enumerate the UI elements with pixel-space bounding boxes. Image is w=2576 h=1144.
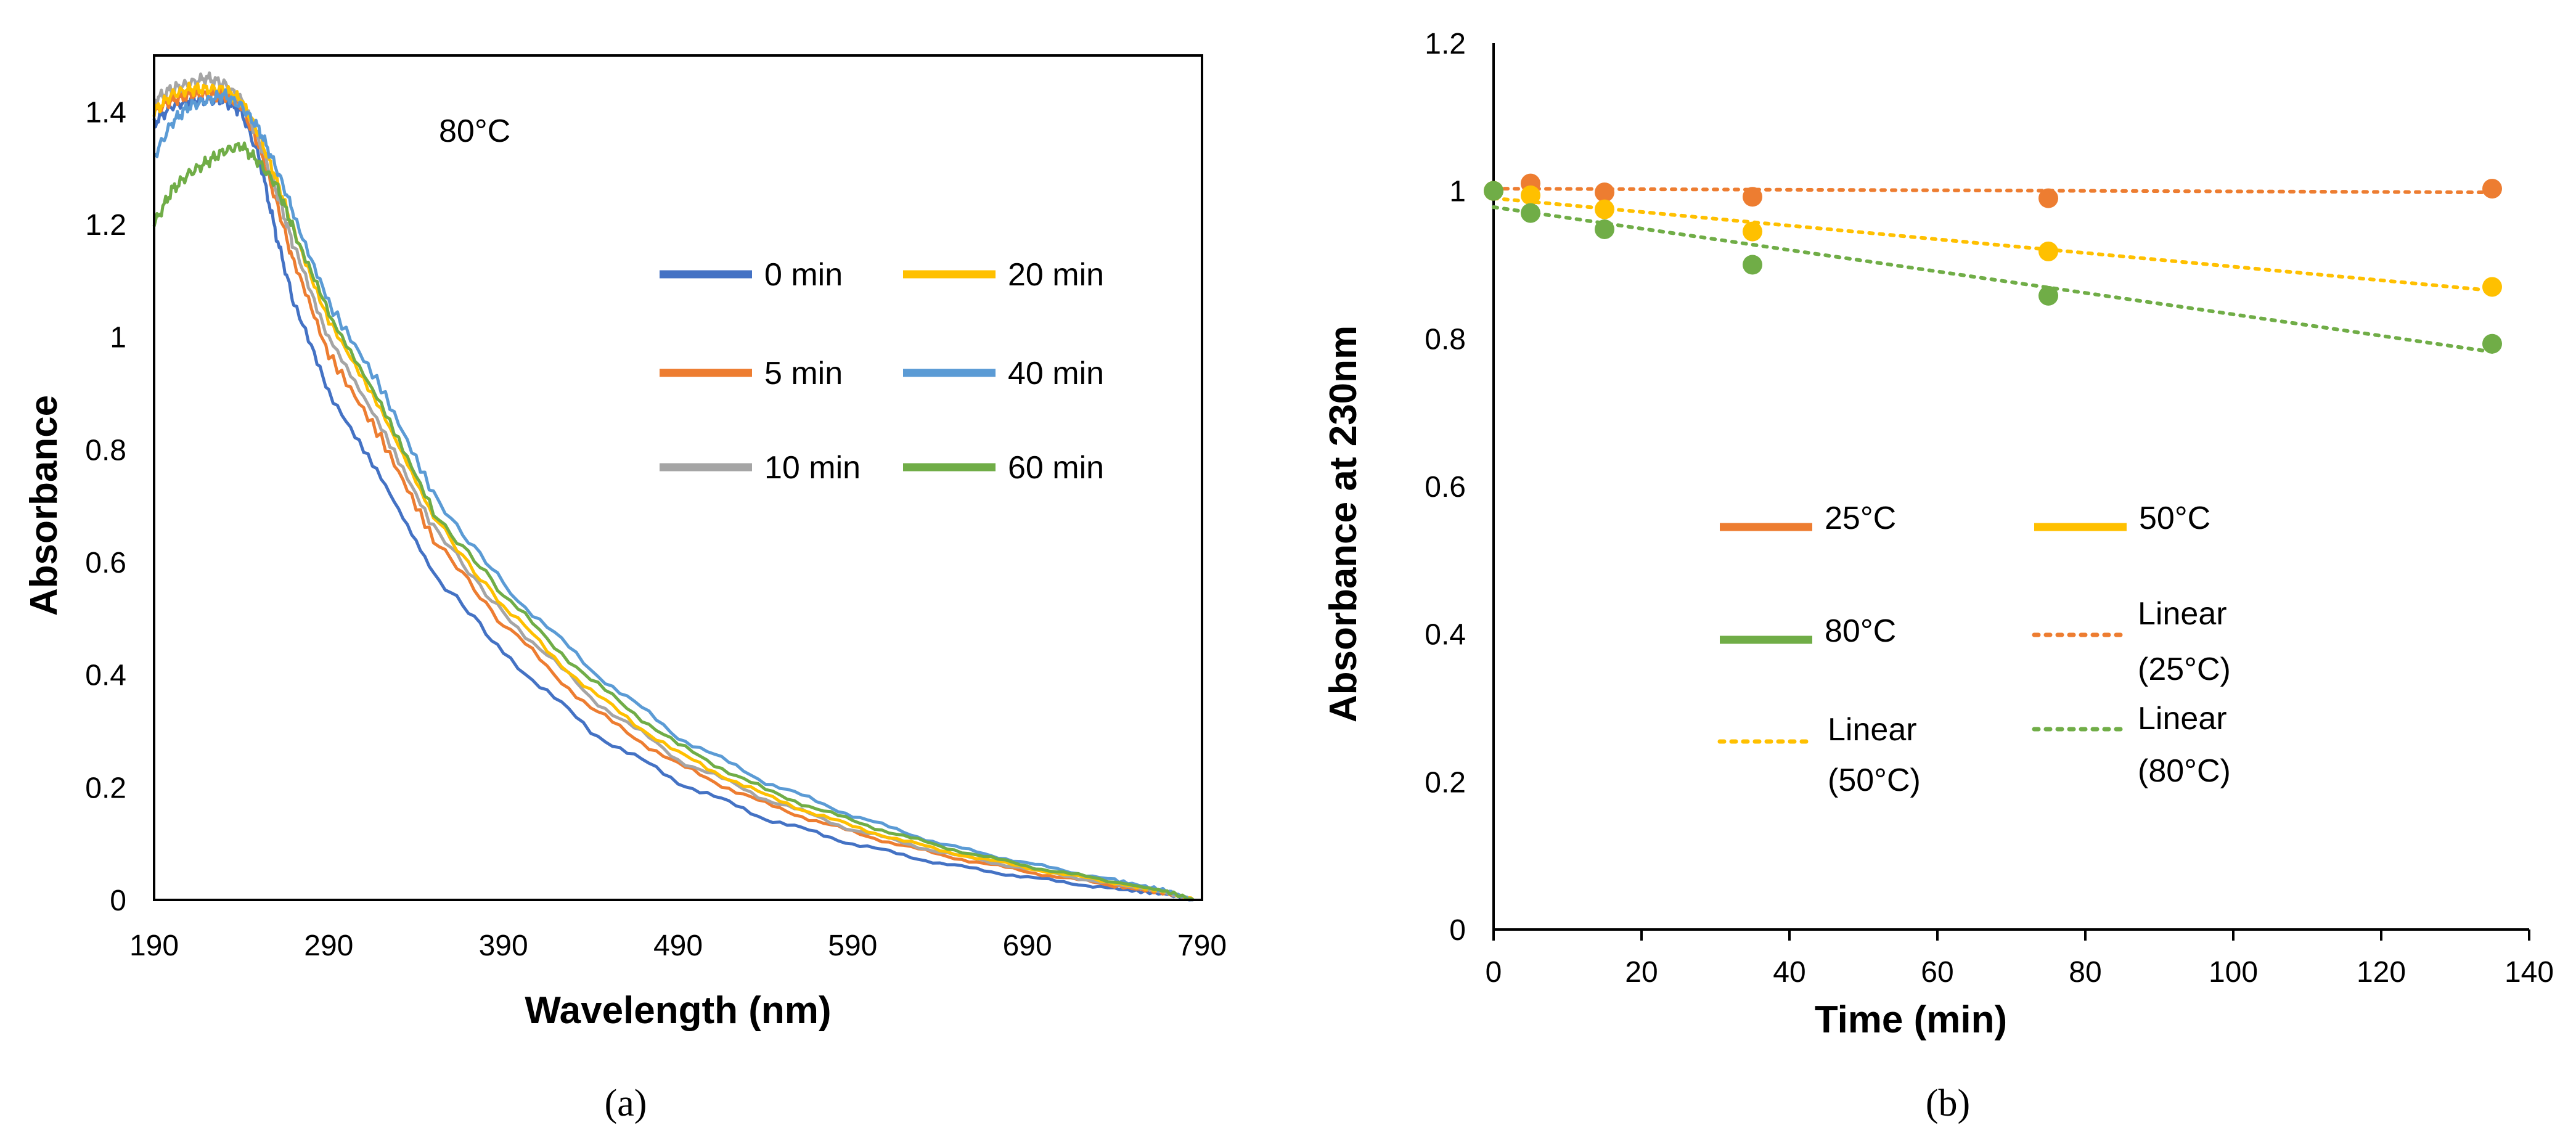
chart-a-series-group — [152, 71, 1195, 902]
chart-b-legend-label-linear-50-c: (50°C) — [1828, 762, 1921, 798]
chart-b-point-25-c — [1743, 187, 1762, 207]
chart-a-series-line-0-min — [152, 92, 1193, 902]
chart-a-y-tick-label: 0.4 — [85, 660, 126, 692]
chart-b-trendline-linear-80-c — [1492, 205, 2494, 354]
chart-b-y-tick-label: 0.8 — [1425, 323, 1466, 356]
chart-a-x-tick-label: 290 — [304, 930, 353, 962]
chart-b-x-tick-label: 140 — [2504, 956, 2554, 989]
chart-b-x-tick-label: 20 — [1625, 956, 1658, 989]
chart-b-y-tick-label: 0.4 — [1425, 619, 1466, 652]
chart-b-y-axis-title: Absorbance at 230nm — [1322, 325, 1365, 722]
chart-b-point-50-c — [2482, 277, 2502, 297]
chart-b-trendline-linear-50-c — [1492, 196, 2494, 293]
chart-b-point-25-c — [1595, 182, 1614, 203]
chart-b-point-80-c — [1743, 255, 1762, 275]
chart-a-series-line-10-min — [153, 71, 1193, 902]
chart-b-x-tick-marks — [1492, 930, 2530, 941]
chart-a-x-tick-label: 690 — [1003, 930, 1052, 962]
chart-b-y-tick-labels: 0 0.2 0.4 0.6 0.8 1 1.2 — [1425, 28, 1466, 947]
chart-a-y-tick-label: 1 — [110, 322, 126, 354]
chart-a-y-tick-labels: 0 0.2 0.4 0.6 0.8 1 1.2 1.4 — [85, 96, 126, 917]
chart-b-x-tick-label: 0 — [1486, 956, 1502, 989]
chart-b-trendlines — [1492, 187, 2494, 354]
chart-b-x-tick-label: 40 — [1773, 956, 1805, 989]
chart-b-point-80-c — [1595, 219, 1614, 239]
chart-a-y-tick-label: 0.8 — [85, 434, 126, 467]
chart-b-point-25-c — [2482, 179, 2502, 199]
chart-a-y-tick-label: 0.2 — [85, 772, 126, 804]
chart-a-plot-frame — [153, 54, 1203, 901]
chart-b-legend-label-linear-50-c: Linear — [1828, 712, 1917, 748]
chart-a-y-tick-label: 0.6 — [85, 547, 126, 579]
chart-b-y-tick-label: 0.6 — [1425, 471, 1466, 504]
chart-b-point-50-c — [2038, 241, 2058, 261]
chart-a-legend: 0 min 20 min 5 min 40 min 10 min 60 min — [660, 257, 1104, 486]
chart-b-x-tick-label: 80 — [2069, 956, 2101, 989]
chart-b-point-25-c — [2038, 188, 2058, 208]
chart-b-x-axis-title: Time (min) — [1815, 999, 2007, 1041]
chart-a-x-axis-title: Wavelength (nm) — [525, 989, 831, 1032]
panel-b-label: (b) — [1926, 1082, 1970, 1124]
chart-a-x-tick-label: 390 — [479, 930, 528, 962]
chart-b-x-tick-label: 100 — [2209, 956, 2258, 989]
chart-a-series-line-40-min — [152, 88, 1194, 902]
chart-a-x-tick-label: 790 — [1177, 930, 1227, 962]
chart-b: 0 0.2 0.4 0.6 0.8 1 1.2 0 20 40 60 80 100 120 140 Tim… — [1322, 28, 2554, 1041]
chart-b-point-50-c — [1595, 199, 1614, 219]
chart-b-trendline-linear-25-c — [1492, 187, 2494, 195]
chart-b-point-50-c — [1743, 221, 1762, 242]
chart-b-legend-label-linear-25-c: Linear — [2138, 596, 2227, 632]
chart-b-legend-label-25-c: 25°C — [1825, 501, 1896, 536]
chart-b-y-tick-label: 1 — [1449, 176, 1466, 208]
chart-a-legend-label-10-min: 10 min — [764, 450, 861, 486]
chart-b-x-tick-label: 60 — [1921, 956, 1953, 989]
chart-b-point-80-c — [2482, 333, 2502, 354]
chart-a-y-tick-label: 1.2 — [85, 209, 126, 242]
chart-a-legend-label-5-min: 5 min — [764, 356, 843, 391]
chart-b-legend-label-80-c: 80°C — [1825, 613, 1896, 649]
chart-b-y-tick-label: 1.2 — [1425, 28, 1466, 60]
chart-a-y-axis-title: Absorbance — [23, 395, 65, 616]
chart-b-point-50-c — [1521, 185, 1540, 205]
chart-b-point-80-c — [2038, 285, 2058, 306]
chart-a-annotation: 80°C — [439, 113, 510, 149]
chart-a-y-tick-label: 0 — [110, 885, 126, 917]
chart-b-point-80-c — [1484, 181, 1503, 201]
chart-b-legend-label-50-c: 50°C — [2139, 501, 2210, 536]
chart-b-legend: 25°C 50°C 80°C Linear (25°C) Linear (50°C) Line… — [1717, 501, 2231, 798]
chart-b-legend-label-linear-80-c: Linear — [2138, 701, 2227, 737]
chart-b-x-tick-label: 120 — [2357, 956, 2406, 989]
chart-b-legend-label-linear-80-c: (80°C) — [2138, 753, 2231, 789]
panel-a-label: (a) — [605, 1082, 647, 1124]
chart-a-legend-label-0-min: 0 min — [764, 257, 843, 293]
chart-a-x-tick-labels: 190 290 390 490 590 690 790 — [129, 930, 1227, 962]
chart-a-legend-label-40-min: 40 min — [1008, 356, 1104, 391]
chart-b-y-tick-label: 0.2 — [1425, 766, 1466, 799]
chart-b-y-tick-label: 0 — [1449, 914, 1466, 947]
chart-a-series-line-60-min — [152, 141, 1195, 902]
chart-a-legend-label-20-min: 20 min — [1008, 257, 1104, 293]
chart-a-x-tick-label: 190 — [129, 930, 179, 962]
chart-a-y-tick-label: 1.4 — [85, 96, 126, 129]
chart-b-legend-label-linear-25-c: (25°C) — [2138, 652, 2231, 687]
chart-b-points — [1484, 173, 2502, 354]
chart-a-series-line-20-min — [152, 81, 1195, 901]
chart-a: 0 0.2 0.4 0.6 0.8 1 1.2 1.4 190 290 390 490 590 690 7… — [23, 54, 1227, 1032]
chart-a-legend-label-60-min: 60 min — [1008, 450, 1104, 486]
chart-a-x-tick-label: 490 — [653, 930, 703, 962]
chart-a-x-tick-label: 590 — [828, 930, 877, 962]
chart-b-x-tick-labels: 0 20 40 60 80 100 120 140 — [1486, 956, 2554, 989]
chart-b-point-80-c — [1521, 203, 1540, 223]
